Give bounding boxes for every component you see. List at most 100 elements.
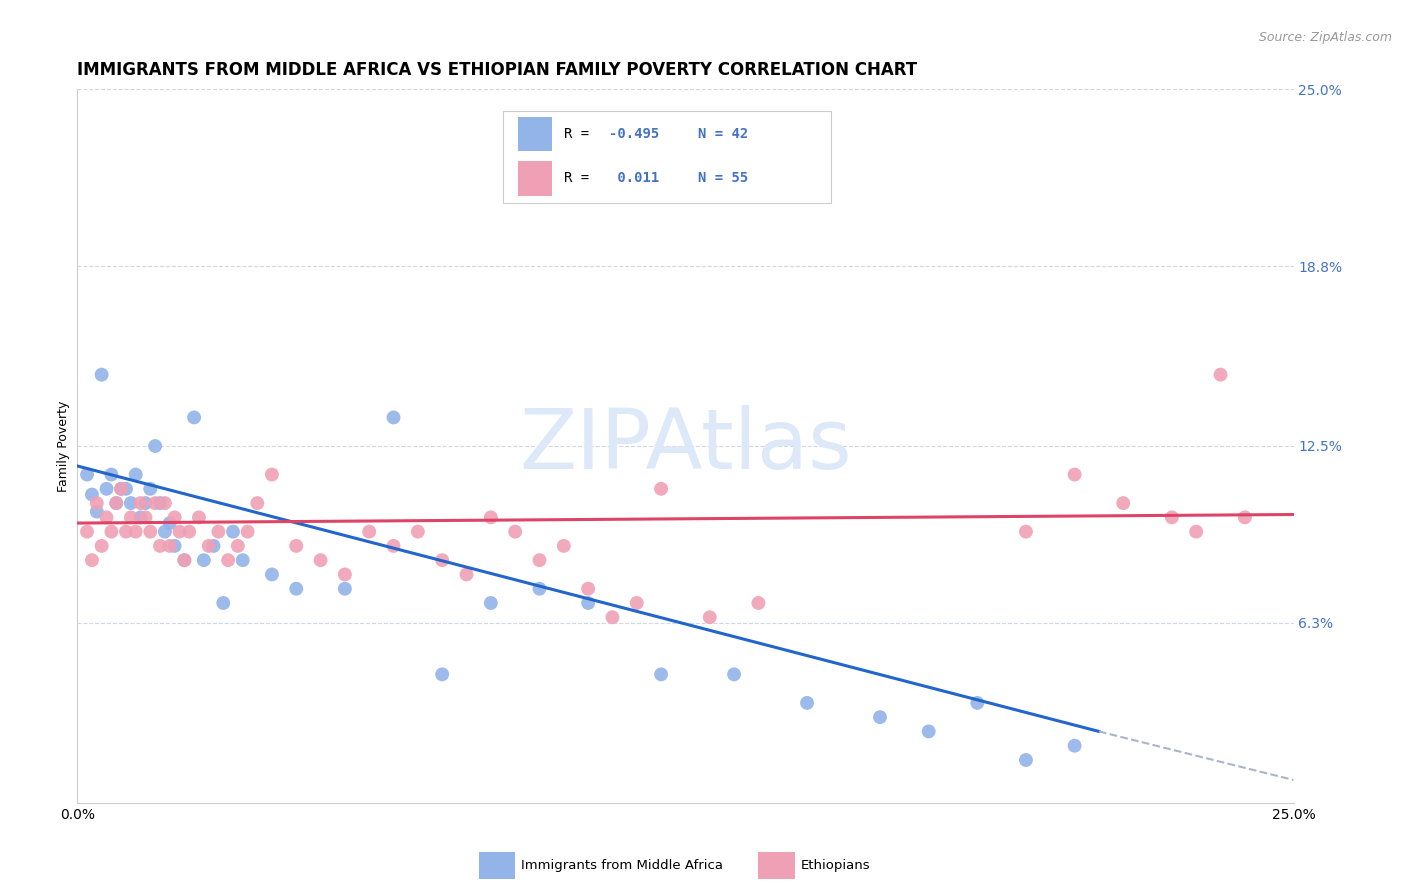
Point: [285, 582, 308, 596]
Point: [222, 524, 245, 539]
Point: [143, 439, 166, 453]
Point: [226, 539, 249, 553]
Point: [1209, 368, 1232, 382]
Point: [260, 467, 283, 482]
Point: [96, 482, 118, 496]
Point: [217, 553, 239, 567]
Text: R =: R =: [564, 128, 598, 141]
Point: [86, 496, 108, 510]
FancyBboxPatch shape: [503, 111, 831, 203]
Point: [1015, 753, 1038, 767]
Point: [382, 410, 405, 425]
Point: [120, 496, 142, 510]
Point: [918, 724, 941, 739]
Point: [115, 524, 138, 539]
Point: [723, 667, 745, 681]
Point: [212, 596, 235, 610]
Text: R =: R =: [564, 171, 598, 186]
Point: [90, 539, 112, 553]
Point: [1015, 524, 1038, 539]
FancyBboxPatch shape: [758, 852, 794, 880]
Point: [173, 553, 195, 567]
Y-axis label: Family Poverty: Family Poverty: [58, 401, 70, 491]
Point: [197, 539, 219, 553]
Text: N = 55: N = 55: [697, 171, 748, 186]
Point: [1185, 524, 1208, 539]
Point: [1161, 510, 1184, 524]
Point: [576, 582, 599, 596]
Point: [382, 539, 405, 553]
Text: N = 42: N = 42: [697, 128, 748, 141]
Point: [602, 610, 624, 624]
Point: [134, 510, 156, 524]
Point: [650, 482, 672, 496]
Point: [359, 524, 381, 539]
Point: [179, 524, 201, 539]
Text: 0.011: 0.011: [609, 171, 659, 186]
Text: -0.495: -0.495: [609, 128, 659, 141]
Point: [747, 596, 769, 610]
Point: [188, 510, 211, 524]
Point: [553, 539, 575, 553]
Text: ZIPAtlas: ZIPAtlas: [519, 406, 852, 486]
Text: IMMIGRANTS FROM MIDDLE AFRICA VS ETHIOPIAN FAMILY POVERTY CORRELATION CHART: IMMIGRANTS FROM MIDDLE AFRICA VS ETHIOPI…: [77, 62, 918, 79]
Point: [207, 524, 229, 539]
Point: [232, 553, 254, 567]
FancyBboxPatch shape: [517, 161, 551, 195]
Point: [796, 696, 818, 710]
Point: [143, 496, 166, 510]
Point: [159, 516, 181, 530]
Point: [183, 410, 205, 425]
Point: [76, 524, 98, 539]
Point: [1112, 496, 1135, 510]
Point: [285, 539, 308, 553]
Point: [193, 553, 215, 567]
Point: [479, 510, 502, 524]
Point: [163, 510, 186, 524]
Point: [406, 524, 429, 539]
Point: [626, 596, 648, 610]
Point: [503, 524, 526, 539]
FancyBboxPatch shape: [478, 852, 515, 880]
Point: [1063, 467, 1085, 482]
Point: [96, 510, 118, 524]
Point: [80, 487, 103, 501]
Point: [173, 553, 195, 567]
Point: [246, 496, 269, 510]
Point: [129, 496, 152, 510]
Point: [1233, 510, 1256, 524]
Point: [966, 696, 988, 710]
Point: [149, 539, 172, 553]
Point: [529, 582, 551, 596]
Point: [153, 524, 176, 539]
Point: [139, 524, 162, 539]
Point: [100, 467, 122, 482]
Point: [456, 567, 478, 582]
Point: [100, 524, 122, 539]
Point: [430, 667, 453, 681]
Point: [105, 496, 128, 510]
Point: [90, 368, 112, 382]
Point: [80, 553, 103, 567]
Point: [699, 610, 721, 624]
Point: [149, 496, 172, 510]
Text: Source: ZipAtlas.com: Source: ZipAtlas.com: [1258, 31, 1392, 45]
Point: [202, 539, 225, 553]
Text: Immigrants from Middle Africa: Immigrants from Middle Africa: [522, 859, 723, 872]
Point: [169, 524, 191, 539]
Point: [86, 505, 108, 519]
Point: [129, 510, 152, 524]
Point: [333, 582, 356, 596]
Point: [110, 482, 132, 496]
Point: [153, 496, 176, 510]
Point: [163, 539, 186, 553]
FancyBboxPatch shape: [517, 117, 551, 152]
Point: [430, 553, 453, 567]
Point: [576, 596, 599, 610]
Point: [333, 567, 356, 582]
Point: [115, 482, 138, 496]
Point: [260, 567, 283, 582]
Point: [125, 524, 148, 539]
Point: [76, 467, 98, 482]
Point: [139, 482, 162, 496]
